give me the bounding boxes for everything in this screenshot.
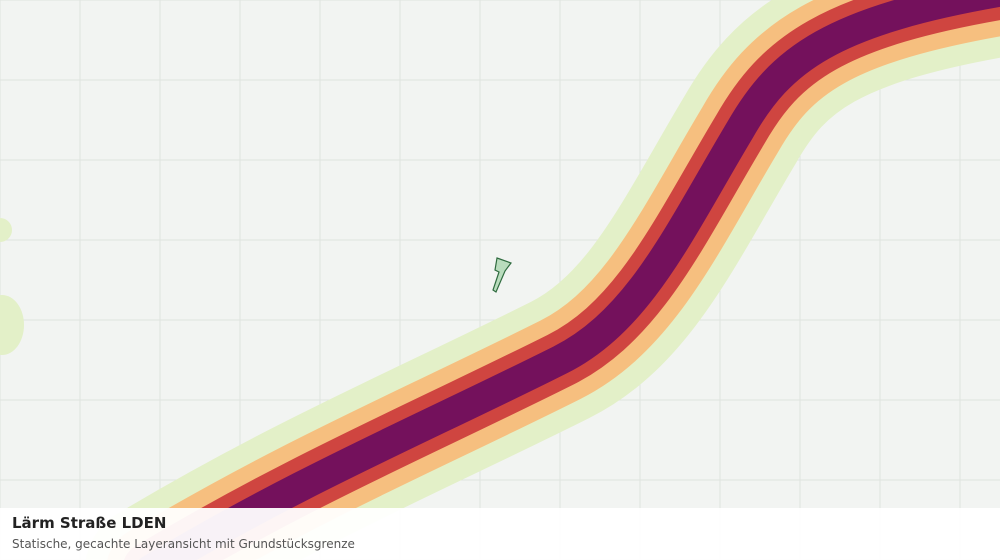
parcel-boundary[interactable] [492,257,512,293]
noise-zone [0,295,24,355]
noise-zone-75 [138,0,1000,560]
map-subtitle: Statische, gecachte Layeransicht mit Gru… [12,537,355,551]
noise-zone [0,218,12,242]
caption: Lärm Straße LDEN Statische, gecachte Lay… [0,508,1000,560]
map-title: Lärm Straße LDEN [12,514,167,532]
